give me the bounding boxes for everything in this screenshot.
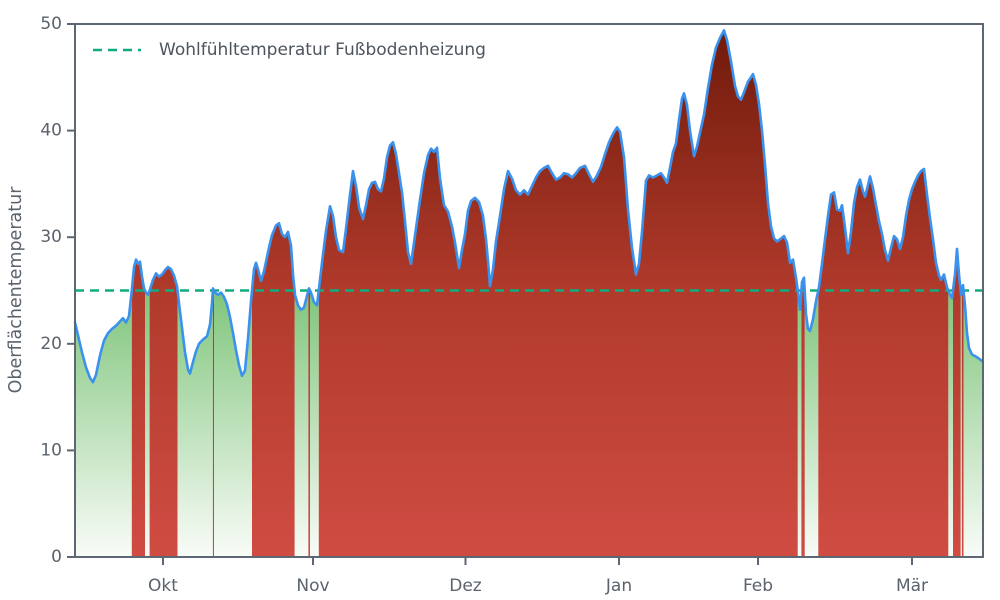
- cool-area-segment: [797, 290, 802, 557]
- warm-area-segment: [252, 223, 295, 558]
- cool-area-segment: [948, 290, 953, 557]
- cool-area-segment: [145, 290, 150, 557]
- y-tick-label: 50: [40, 14, 62, 34]
- y-tick-label: 40: [40, 121, 62, 141]
- y-tick-label: 30: [40, 227, 62, 247]
- warm-area-segment: [961, 285, 964, 557]
- cool-area-segment: [960, 290, 962, 557]
- y-tick-label: 0: [51, 547, 62, 567]
- cool-area-segment: [177, 290, 213, 557]
- x-tick-label: Okt: [148, 576, 178, 596]
- cool-area-segment: [963, 290, 982, 557]
- cool-area-segment: [294, 290, 309, 557]
- x-tick-label: Feb: [743, 576, 773, 596]
- warm-area-segment: [308, 288, 310, 557]
- y-tick-label: 20: [40, 334, 62, 354]
- warm-area-segment: [953, 248, 961, 557]
- cool-area-segment: [804, 290, 819, 557]
- warm-area-segment: [149, 267, 178, 557]
- x-tick-label: Mär: [896, 576, 928, 596]
- x-tick-label: Nov: [296, 576, 329, 596]
- plot-border: [74, 23, 984, 558]
- y-axis-ticks: 0 10 20 30 40 50: [40, 14, 75, 567]
- x-axis-ticks: Okt Nov Dez Jan Feb Mär: [148, 557, 928, 596]
- x-tick-label: Jan: [605, 576, 632, 596]
- area-fill-warm: [131, 30, 964, 558]
- legend-label: Wohlfühltemperatur Fußbodenheizung: [159, 40, 486, 60]
- cool-area-segment: [214, 290, 252, 557]
- warm-area-segment: [818, 169, 949, 557]
- legend: Wohlfühltemperatur Fußbodenheizung: [93, 40, 486, 60]
- warm-area-segment: [131, 259, 145, 557]
- y-axis-title: Oberflächentemperatur: [6, 186, 26, 394]
- warm-area-segment: [318, 30, 798, 557]
- cool-area-segment: [310, 290, 319, 557]
- area-fill-cool: [75, 290, 982, 557]
- y-tick-label: 10: [40, 440, 62, 460]
- x-tick-label: Dez: [449, 576, 482, 596]
- temperature-line: [73, 29, 984, 384]
- cool-area-segment: [75, 290, 132, 557]
- warm-area-segment: [212, 288, 214, 557]
- warm-area-segment: [801, 277, 805, 557]
